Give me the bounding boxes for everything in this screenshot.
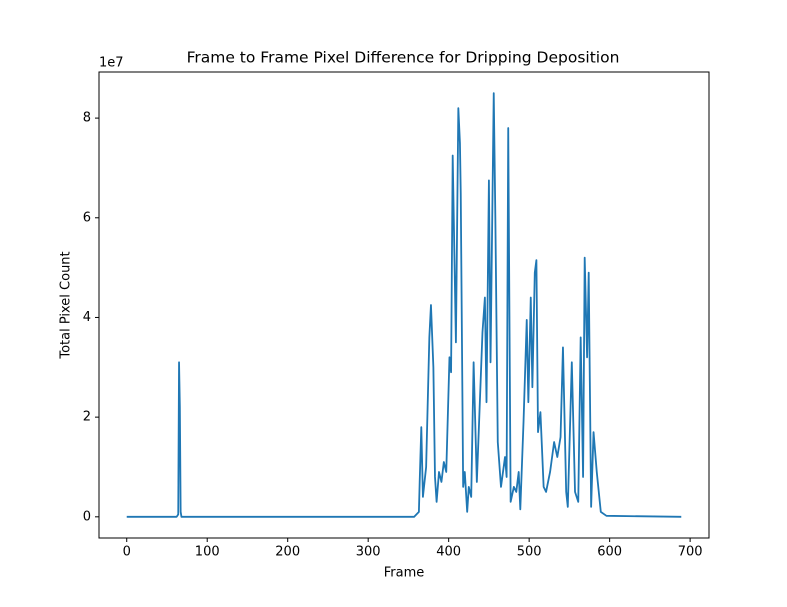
x-tick-label: 600 xyxy=(597,545,622,560)
y-tick-label: 4 xyxy=(83,310,91,325)
x-tick-label: 100 xyxy=(195,545,220,560)
x-axis-label: Frame xyxy=(384,566,425,581)
y-axis-label: Total Pixel Count xyxy=(59,251,74,359)
chart-title: Frame to Frame Pixel Difference for Drip… xyxy=(187,49,620,67)
x-tick-label: 500 xyxy=(517,545,542,560)
plot-frame xyxy=(98,71,710,539)
y-tick-label: 8 xyxy=(83,111,91,126)
x-tick-label: 300 xyxy=(356,545,381,560)
x-tick-label: 400 xyxy=(436,545,461,560)
x-tick-label: 0 xyxy=(123,545,131,560)
y-tick-label: 0 xyxy=(83,509,91,524)
y-offset-label: 1e7 xyxy=(99,56,124,71)
data-line xyxy=(126,92,682,518)
x-tick-label: 700 xyxy=(678,545,703,560)
x-tick-label: 200 xyxy=(275,545,300,560)
y-tick-label: 6 xyxy=(83,210,91,225)
y-tick-label: 2 xyxy=(83,410,91,425)
